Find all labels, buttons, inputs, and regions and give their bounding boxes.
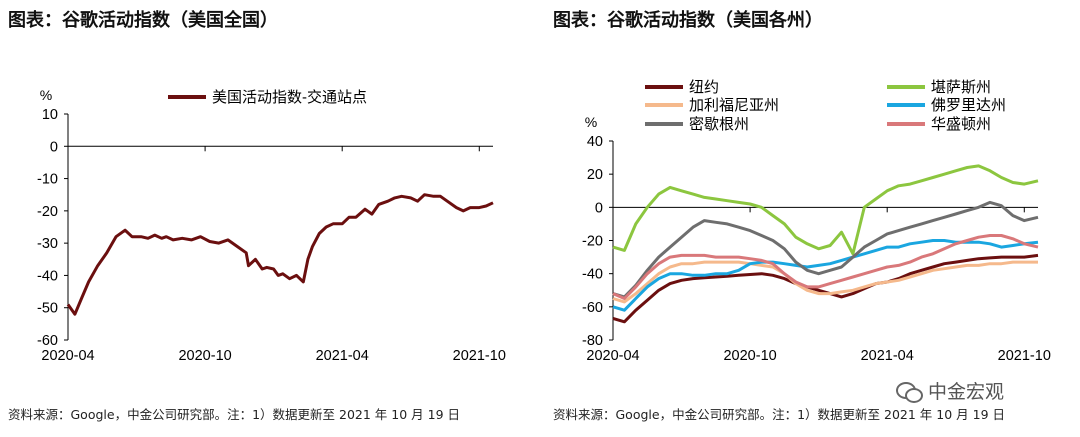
y-tick-label: -40 <box>37 268 58 284</box>
series-line-1 <box>612 164 1039 256</box>
y-tick-label: -80 <box>582 333 603 349</box>
series-line-5 <box>612 234 1039 300</box>
x-tick-label: 2021-10 <box>998 348 1051 364</box>
y-tick-label: -60 <box>37 333 58 349</box>
legend-label-5: 华盛顿州 <box>931 116 991 133</box>
source-note-national: 资料来源：Google，中金公司研究部。注：1）数据更新至 2021 年 10 … <box>8 407 460 422</box>
series-line-0 <box>612 253 1039 324</box>
legend-label-0: 纽约 <box>689 79 719 96</box>
y-tick-label: -20 <box>582 234 603 250</box>
chart-title-states: 图表：谷歌活动指数（美国各州） <box>553 10 823 31</box>
y-tick-label: 10 <box>42 107 58 123</box>
x-tick-label: 2020-10 <box>723 348 776 364</box>
y-tick-label: 0 <box>595 200 603 216</box>
y-tick-label: -20 <box>37 204 58 220</box>
x-tick-label: 2021-04 <box>316 348 369 364</box>
series-line-0 <box>66 193 494 316</box>
y-tick-label: 0 <box>50 139 58 155</box>
x-tick-label: 2021-04 <box>861 348 914 364</box>
legend-label-2: 加利福尼亚州 <box>689 97 779 114</box>
y-tick-label: -60 <box>582 300 603 316</box>
legend-label-1: 堪萨斯州 <box>931 79 991 96</box>
y-tick-label: -10 <box>37 172 58 188</box>
y-tick-label: -50 <box>37 301 58 317</box>
legend-label-4: 密歇根州 <box>689 116 749 133</box>
legend-label-3: 佛罗里达州 <box>931 97 1006 114</box>
x-tick-label: 2021-10 <box>453 348 506 364</box>
chart-title-national: 图表：谷歌活动指数（美国全国） <box>8 10 278 31</box>
watermark: 中金宏观 <box>896 377 1004 404</box>
legend-label-0: 美国活动指数-交通站点 <box>212 88 367 106</box>
watermark-text: 中金宏观 <box>928 381 1005 403</box>
series-line-3 <box>612 239 1039 312</box>
x-tick-label: 2020-10 <box>178 348 231 364</box>
wechat-icon <box>896 380 923 403</box>
series-line-4 <box>612 200 1039 299</box>
y-axis-unit-label: % <box>40 87 52 103</box>
y-axis-unit-label: % <box>585 114 597 130</box>
y-tick-label: 40 <box>587 134 603 150</box>
y-tick-label: -40 <box>582 267 603 283</box>
series-line-2 <box>612 260 1038 304</box>
x-tick-label: 2020-04 <box>41 348 94 364</box>
y-tick-label: -30 <box>37 236 58 252</box>
x-tick-label: 2020-04 <box>586 348 639 364</box>
source-note-states: 资料来源：Google，中金公司研究部。注：1）数据更新至 2021 年 10 … <box>553 407 1005 422</box>
y-tick-label: 20 <box>587 167 603 183</box>
